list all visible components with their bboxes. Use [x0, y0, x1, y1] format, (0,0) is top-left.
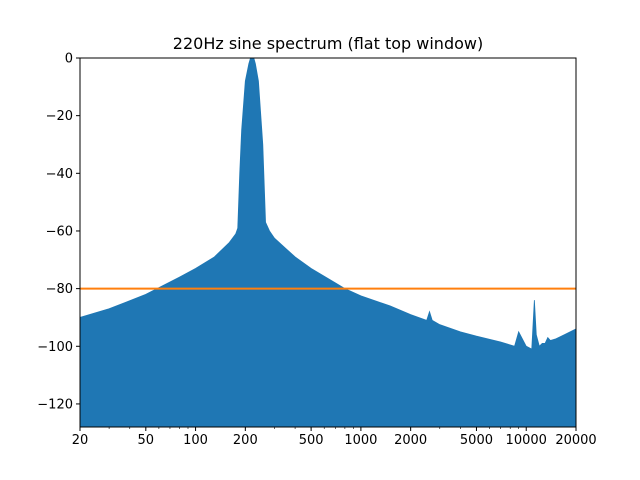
- x-tick-label: 200: [233, 433, 258, 448]
- x-tick-label: 20: [72, 433, 89, 448]
- y-tick-label: −120: [37, 397, 73, 412]
- x-tick-label: 2000: [394, 433, 427, 448]
- y-tick-label: −40: [46, 167, 73, 182]
- y-tick-label: 0: [65, 52, 73, 67]
- x-tick-label: 1000: [344, 433, 377, 448]
- axes: 20 50 100 200 500 1000 2000 5000 10000 20000 0 −20 −…: [37, 52, 596, 449]
- axes-frame: [79, 57, 577, 428]
- y-tick-label: −80: [46, 282, 73, 297]
- chart-title: 220Hz sine spectrum (flat top window): [173, 34, 483, 53]
- y-tick-label: −20: [46, 109, 73, 124]
- x-tick-label: 500: [299, 433, 324, 448]
- x-tick-label: 100: [183, 433, 208, 448]
- plot-area: [80, 58, 576, 427]
- x-tick-label: 10000: [506, 433, 547, 448]
- x-tick-label: 5000: [460, 433, 493, 448]
- x-tick-label: 20000: [555, 433, 596, 448]
- spectrum-area: [80, 58, 576, 427]
- y-tick-label: −60: [46, 224, 73, 239]
- x-tick-label: 50: [138, 433, 155, 448]
- y-tick-label: −100: [37, 340, 73, 355]
